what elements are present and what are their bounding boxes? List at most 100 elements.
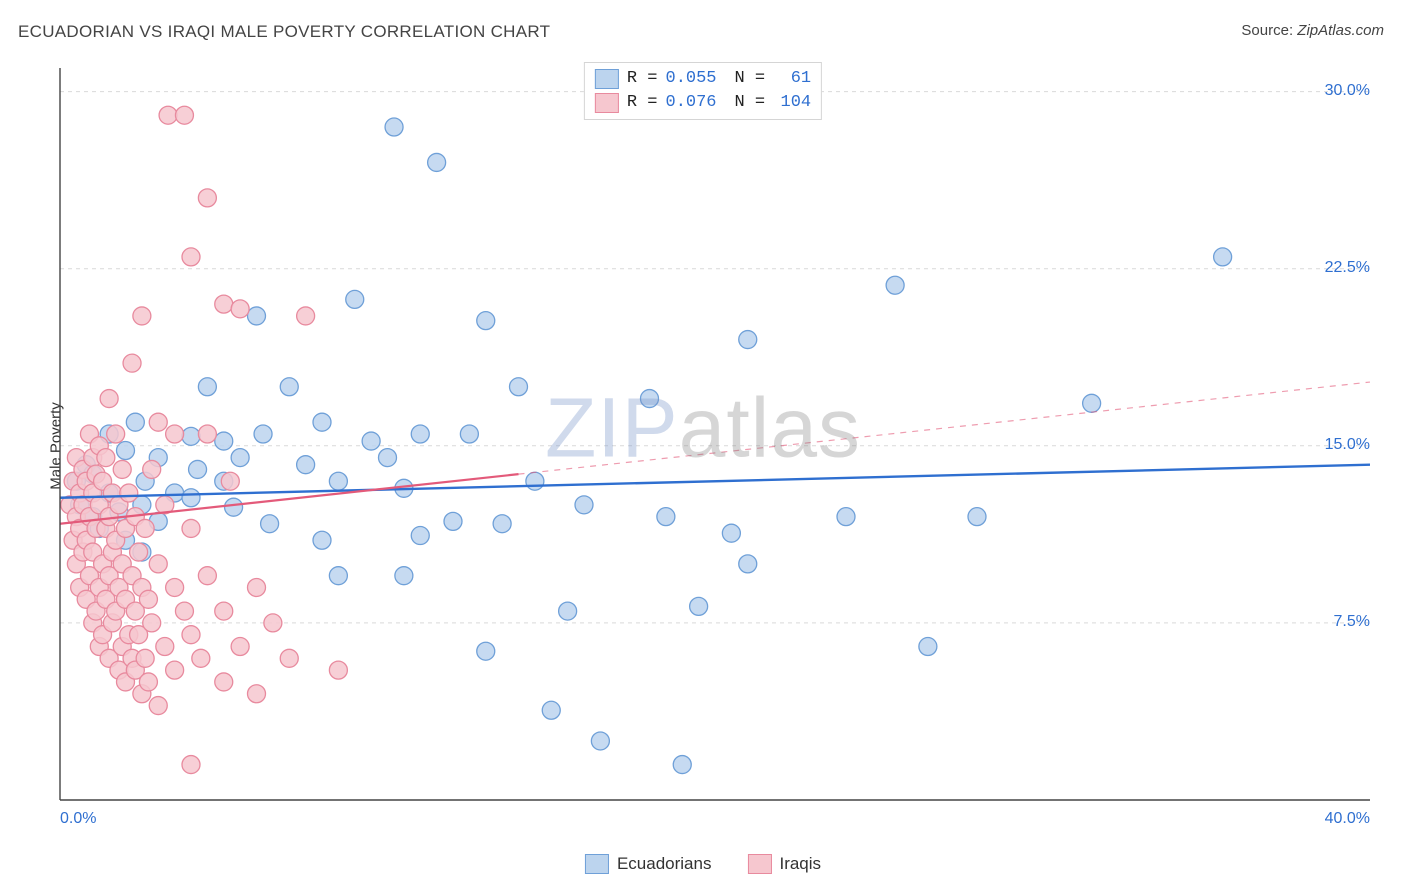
legend-n-label: N = bbox=[735, 91, 766, 115]
data-point bbox=[156, 638, 174, 656]
chart-title: ECUADORIAN VS IRAQI MALE POVERTY CORRELA… bbox=[18, 22, 550, 42]
legend-label: Ecuadorians bbox=[617, 854, 712, 874]
legend-r-value: 0.055 bbox=[665, 67, 716, 91]
data-point bbox=[362, 432, 380, 450]
legend-r-value: 0.076 bbox=[665, 91, 716, 115]
legend-row: R = 0.076 N = 104 bbox=[595, 91, 811, 115]
data-point bbox=[126, 413, 144, 431]
data-point bbox=[182, 626, 200, 644]
data-point bbox=[690, 597, 708, 615]
data-point bbox=[182, 519, 200, 537]
y-tick-label: 15.0% bbox=[1325, 436, 1370, 454]
data-point bbox=[231, 300, 249, 318]
legend-n-label: N = bbox=[735, 67, 766, 91]
data-point bbox=[149, 555, 167, 573]
data-point bbox=[149, 413, 167, 431]
y-tick-label: 30.0% bbox=[1325, 82, 1370, 100]
data-point bbox=[166, 578, 184, 596]
data-point bbox=[641, 390, 659, 408]
data-point bbox=[97, 449, 115, 467]
data-point bbox=[657, 508, 675, 526]
data-point bbox=[591, 732, 609, 750]
data-point bbox=[166, 425, 184, 443]
data-point bbox=[411, 527, 429, 545]
data-point bbox=[149, 697, 167, 715]
data-point bbox=[385, 118, 403, 136]
legend-row: R = 0.055N = 61 bbox=[595, 67, 811, 91]
data-point bbox=[139, 590, 157, 608]
data-point bbox=[107, 425, 125, 443]
data-point bbox=[198, 425, 216, 443]
data-point bbox=[313, 413, 331, 431]
scatter-plot-svg bbox=[50, 60, 1380, 840]
legend-item: Iraqis bbox=[747, 854, 821, 874]
legend-swatch bbox=[585, 854, 609, 874]
data-point bbox=[143, 614, 161, 632]
trend-line bbox=[60, 465, 1370, 498]
data-point bbox=[329, 567, 347, 585]
legend-r-label: R = bbox=[627, 91, 658, 115]
data-point bbox=[444, 512, 462, 530]
data-point bbox=[166, 661, 184, 679]
data-point bbox=[477, 312, 495, 330]
data-point bbox=[968, 508, 986, 526]
data-point bbox=[575, 496, 593, 514]
data-point bbox=[225, 498, 243, 516]
data-point bbox=[120, 484, 138, 502]
data-point bbox=[493, 515, 511, 533]
source-label: Source: bbox=[1241, 22, 1297, 39]
data-point bbox=[248, 685, 266, 703]
data-point bbox=[231, 449, 249, 467]
legend-r-label: R = bbox=[627, 67, 658, 91]
x-tick-label: 40.0% bbox=[1325, 810, 1370, 828]
data-point bbox=[221, 472, 239, 490]
data-point bbox=[198, 567, 216, 585]
data-point bbox=[837, 508, 855, 526]
data-point bbox=[100, 390, 118, 408]
data-point bbox=[175, 602, 193, 620]
data-point bbox=[559, 602, 577, 620]
data-point bbox=[248, 578, 266, 596]
data-point bbox=[264, 614, 282, 632]
data-point bbox=[297, 307, 315, 325]
legend-label: Iraqis bbox=[779, 854, 821, 874]
data-point bbox=[198, 189, 216, 207]
data-point bbox=[1083, 394, 1101, 412]
data-point bbox=[542, 701, 560, 719]
data-point bbox=[739, 555, 757, 573]
legend-correlation: R = 0.055N = 61R = 0.076N = 104 bbox=[584, 62, 822, 120]
y-tick-label: 7.5% bbox=[1334, 613, 1370, 631]
data-point bbox=[182, 756, 200, 774]
data-point bbox=[215, 673, 233, 691]
x-tick-label: 0.0% bbox=[60, 810, 96, 828]
data-point bbox=[192, 649, 210, 667]
data-point bbox=[411, 425, 429, 443]
data-point bbox=[280, 649, 298, 667]
data-point bbox=[198, 378, 216, 396]
legend-swatch bbox=[595, 69, 619, 89]
data-point bbox=[215, 602, 233, 620]
source-value: ZipAtlas.com bbox=[1297, 22, 1384, 39]
data-point bbox=[526, 472, 544, 490]
data-point bbox=[297, 456, 315, 474]
data-point bbox=[510, 378, 528, 396]
data-point bbox=[886, 276, 904, 294]
data-point bbox=[379, 449, 397, 467]
legend-swatch bbox=[595, 93, 619, 113]
data-point bbox=[739, 331, 757, 349]
data-point bbox=[280, 378, 298, 396]
data-point bbox=[329, 472, 347, 490]
data-point bbox=[460, 425, 478, 443]
y-tick-label: 22.5% bbox=[1325, 259, 1370, 277]
data-point bbox=[231, 638, 249, 656]
plot-area: 7.5% 15.0% 22.5% 30.0% 0.0% 40.0% bbox=[50, 60, 1380, 840]
legend-n-value: 104 bbox=[773, 91, 811, 115]
data-point bbox=[722, 524, 740, 542]
data-point bbox=[477, 642, 495, 660]
data-point bbox=[143, 460, 161, 478]
data-point bbox=[395, 567, 413, 585]
data-point bbox=[175, 106, 193, 124]
data-point bbox=[130, 543, 148, 561]
data-point bbox=[133, 307, 151, 325]
data-point bbox=[139, 673, 157, 691]
